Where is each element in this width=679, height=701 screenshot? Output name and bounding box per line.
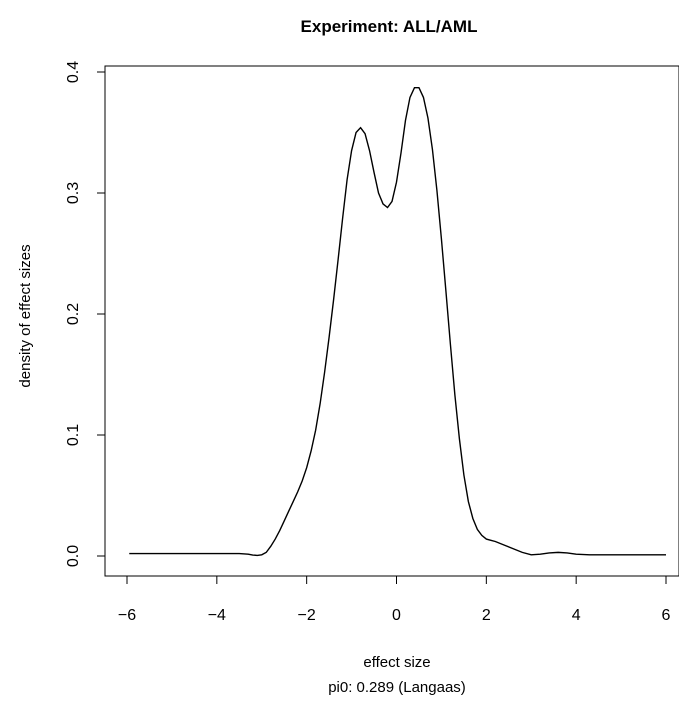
x-axis-label: effect size bbox=[363, 654, 430, 671]
y-tick-label: 0.0 bbox=[65, 545, 82, 567]
y-tick-label: 0.1 bbox=[65, 424, 82, 446]
x-tick-label: 0 bbox=[392, 607, 401, 624]
y-tick-label: 0.3 bbox=[65, 182, 82, 204]
y-tick-label: 0.2 bbox=[65, 303, 82, 325]
x-axis: −6 −4 −2 0 2 4 6 bbox=[118, 575, 671, 624]
y-tick-label: 0.4 bbox=[65, 61, 82, 83]
x-tick-label: −2 bbox=[298, 607, 316, 624]
plot-frame bbox=[104, 65, 679, 577]
pi0-annotation: pi0: 0.289 (Langaas) bbox=[328, 679, 466, 696]
x-tick-label: 2 bbox=[482, 607, 491, 624]
x-tick-label: −4 bbox=[208, 607, 226, 624]
chart-title: Experiment: ALL/AML bbox=[301, 17, 478, 36]
y-axis: 0.0 0.1 0.2 0.3 0.4 bbox=[65, 61, 106, 567]
y-axis-label: density of effect sizes bbox=[17, 244, 34, 387]
x-tick-label: 6 bbox=[662, 607, 671, 624]
density-curve bbox=[129, 87, 666, 557]
x-tick-label: −6 bbox=[118, 607, 136, 624]
x-tick-label: 4 bbox=[572, 607, 581, 624]
